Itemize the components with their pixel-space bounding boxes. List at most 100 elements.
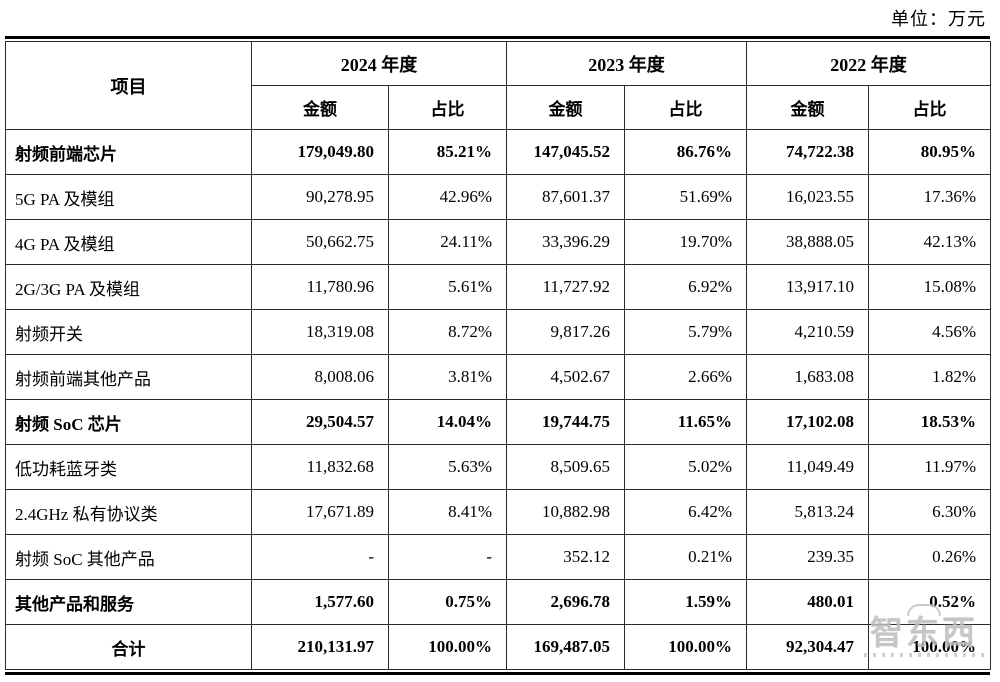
amount-2023-cell: 169,487.05 — [506, 624, 625, 670]
ratio-2023-cell: 5.79% — [624, 309, 747, 355]
ratio-2024-cell: - — [388, 534, 507, 580]
revenue-table-wrapper: 项目 2024 年度 2023 年度 2022 年度 金额 占比 金额 占比 金… — [5, 36, 991, 675]
amount-2023-cell: 147,045.52 — [506, 129, 625, 175]
subheader-ratio-2022: 占比 — [868, 85, 991, 130]
ratio-2024-cell: 24.11% — [388, 219, 507, 265]
ratio-2022-cell: 1.82% — [868, 354, 991, 400]
table-row: 2.4GHz 私有协议类 17,671.89 8.41% 10,882.98 6… — [5, 489, 991, 535]
ratio-2024-cell: 5.61% — [388, 264, 507, 310]
col-header-2024: 2024 年度 — [251, 41, 507, 86]
ratio-2023-cell: 86.76% — [624, 129, 747, 175]
ratio-2024-cell: 85.21% — [388, 129, 507, 175]
amount-2022-cell: 5,813.24 — [746, 489, 869, 535]
subheader-amount-2023: 金额 — [506, 85, 625, 130]
amount-2024-cell: 90,278.95 — [251, 174, 389, 220]
ratio-2022-cell: 15.08% — [868, 264, 991, 310]
ratio-2024-cell: 14.04% — [388, 399, 507, 445]
table-row: 4G PA 及模组 50,662.75 24.11% 33,396.29 19.… — [5, 219, 991, 265]
amount-2023-cell: 87,601.37 — [506, 174, 625, 220]
ratio-2023-cell: 2.66% — [624, 354, 747, 400]
amount-2022-cell: 17,102.08 — [746, 399, 869, 445]
amount-2023-cell: 2,696.78 — [506, 579, 625, 625]
subheader-amount-2024: 金额 — [251, 85, 389, 130]
ratio-2022-cell: 80.95% — [868, 129, 991, 175]
ratio-2022-cell: 17.36% — [868, 174, 991, 220]
revenue-table: 项目 2024 年度 2023 年度 2022 年度 金额 占比 金额 占比 金… — [5, 41, 991, 670]
amount-2024-cell: 210,131.97 — [251, 624, 389, 670]
table-row: 射频前端其他产品 8,008.06 3.81% 4,502.67 2.66% 1… — [5, 354, 991, 400]
amount-2024-cell: 50,662.75 — [251, 219, 389, 265]
amount-2023-cell: 33,396.29 — [506, 219, 625, 265]
header-row-subcolumns: 金额 占比 金额 占比 金额 占比 — [6, 85, 991, 130]
item-cell: 2G/3G PA 及模组 — [5, 264, 252, 310]
item-cell: 射频前端其他产品 — [5, 354, 252, 400]
ratio-2023-cell: 51.69% — [624, 174, 747, 220]
ratio-2024-cell: 3.81% — [388, 354, 507, 400]
table-row: 5G PA 及模组 90,278.95 42.96% 87,601.37 51.… — [5, 174, 991, 220]
header-row-years: 项目 2024 年度 2023 年度 2022 年度 — [5, 41, 991, 130]
ratio-2022-cell: 11.97% — [868, 444, 991, 490]
col-header-2023: 2023 年度 — [506, 41, 747, 86]
ratio-2023-cell: 1.59% — [624, 579, 747, 625]
ratio-2022-cell: 100.00% — [868, 624, 991, 670]
amount-2022-cell: 74,722.38 — [746, 129, 869, 175]
item-cell: 2.4GHz 私有协议类 — [5, 489, 252, 535]
table-row: 其他产品和服务 1,577.60 0.75% 2,696.78 1.59% 48… — [5, 579, 991, 625]
amount-2023-cell: 11,727.92 — [506, 264, 625, 310]
amount-2022-cell: 11,049.49 — [746, 444, 869, 490]
amount-2024-cell: 11,832.68 — [251, 444, 389, 490]
amount-2023-cell: 19,744.75 — [506, 399, 625, 445]
ratio-2024-cell: 42.96% — [388, 174, 507, 220]
ratio-2023-cell: 19.70% — [624, 219, 747, 265]
amount-2024-cell: 11,780.96 — [251, 264, 389, 310]
amount-2024-cell: - — [251, 534, 389, 580]
ratio-2024-cell: 5.63% — [388, 444, 507, 490]
ratio-2024-cell: 8.72% — [388, 309, 507, 355]
subheader-ratio-2024: 占比 — [388, 85, 507, 130]
ratio-2023-cell: 11.65% — [624, 399, 747, 445]
amount-2023-cell: 9,817.26 — [506, 309, 625, 355]
item-cell: 低功耗蓝牙类 — [5, 444, 252, 490]
col-header-item: 项目 — [5, 41, 252, 130]
amount-2024-cell: 29,504.57 — [251, 399, 389, 445]
ratio-2022-cell: 42.13% — [868, 219, 991, 265]
amount-2022-cell: 13,917.10 — [746, 264, 869, 310]
item-cell: 射频前端芯片 — [5, 129, 252, 175]
amount-2023-cell: 10,882.98 — [506, 489, 625, 535]
item-cell: 射频开关 — [5, 309, 252, 355]
amount-2022-cell: 1,683.08 — [746, 354, 869, 400]
ratio-2024-cell: 0.75% — [388, 579, 507, 625]
amount-2023-cell: 4,502.67 — [506, 354, 625, 400]
amount-2022-cell: 38,888.05 — [746, 219, 869, 265]
amount-2024-cell: 179,049.80 — [251, 129, 389, 175]
ratio-2023-cell: 6.92% — [624, 264, 747, 310]
amount-2024-cell: 18,319.08 — [251, 309, 389, 355]
table-row: 低功耗蓝牙类 11,832.68 5.63% 8,509.65 5.02% 11… — [5, 444, 991, 490]
ratio-2022-cell: 0.52% — [868, 579, 991, 625]
table-row: 射频 SoC 芯片 29,504.57 14.04% 19,744.75 11.… — [5, 399, 991, 445]
table-row: 射频前端芯片 179,049.80 85.21% 147,045.52 86.7… — [5, 129, 991, 175]
col-header-2022: 2022 年度 — [746, 41, 991, 86]
item-cell: 5G PA 及模组 — [5, 174, 252, 220]
unit-label: 单位：万元 — [891, 9, 986, 29]
table-row: 射频 SoC 其他产品 - - 352.12 0.21% 239.35 0.26… — [5, 534, 991, 580]
amount-2022-cell: 92,304.47 — [746, 624, 869, 670]
table-row: 射频开关 18,319.08 8.72% 9,817.26 5.79% 4,21… — [5, 309, 991, 355]
item-cell: 其他产品和服务 — [5, 579, 252, 625]
amount-2022-cell: 16,023.55 — [746, 174, 869, 220]
ratio-2023-cell: 6.42% — [624, 489, 747, 535]
ratio-2022-cell: 6.30% — [868, 489, 991, 535]
table-row: 2G/3G PA 及模组 11,780.96 5.61% 11,727.92 6… — [5, 264, 991, 310]
amount-2023-cell: 8,509.65 — [506, 444, 625, 490]
ratio-2022-cell: 18.53% — [868, 399, 991, 445]
amount-2024-cell: 8,008.06 — [251, 354, 389, 400]
amount-2024-cell: 17,671.89 — [251, 489, 389, 535]
ratio-2024-cell: 100.00% — [388, 624, 507, 670]
amount-2024-cell: 1,577.60 — [251, 579, 389, 625]
amount-2022-cell: 239.35 — [746, 534, 869, 580]
ratio-2024-cell: 8.41% — [388, 489, 507, 535]
amount-2022-cell: 4,210.59 — [746, 309, 869, 355]
ratio-2023-cell: 100.00% — [624, 624, 747, 670]
ratio-2022-cell: 0.26% — [868, 534, 991, 580]
ratio-2023-cell: 0.21% — [624, 534, 747, 580]
